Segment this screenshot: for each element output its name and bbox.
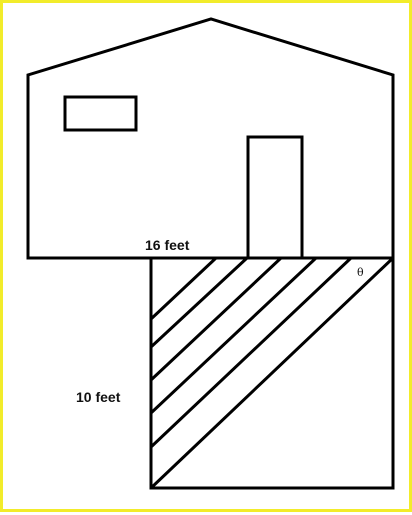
hatch-line <box>149 256 249 349</box>
depth-label: 10 feet <box>76 389 121 405</box>
hatch-line <box>149 256 318 415</box>
house-window <box>63 95 138 132</box>
hatch-line <box>149 256 218 321</box>
house-patio-diagram: 16 feet 10 feet θ <box>26 17 395 490</box>
house-door <box>246 135 304 258</box>
patio-hatching <box>149 256 395 490</box>
hatch-line <box>149 256 353 449</box>
patio-rectangle <box>149 256 395 490</box>
hatch-line <box>149 256 283 382</box>
house-outline <box>26 17 395 260</box>
hatch-line <box>149 256 395 490</box>
angle-label: θ <box>357 266 364 279</box>
width-label: 16 feet <box>145 237 190 253</box>
